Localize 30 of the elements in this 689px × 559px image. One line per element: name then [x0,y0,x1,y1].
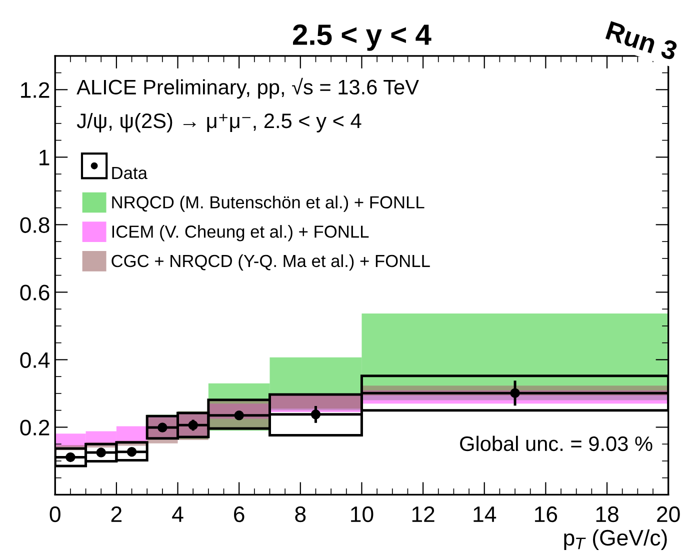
y-tick-label: 1 [40,150,50,166]
legend-label: Data [112,167,148,180]
annotation: Global unc. = 9.03 % [460,436,652,452]
x-tick-label: 16 [535,506,558,522]
y-tick-label: 0.2 [20,420,50,436]
x-tick-label: 2 [111,506,122,522]
y-tick-label: 0.4 [20,352,50,368]
x-tick-label: 14 [474,506,496,522]
point [510,388,520,398]
legend-label: CGC + NRQCD (Y-Q. Ma et al.) + FONLL [112,254,430,271]
y-tick-label: 0.8 [20,217,50,233]
x-tick-label: 18 [596,506,618,522]
annotation: Run 3 [605,20,678,61]
x-tick-label: 8 [295,506,306,522]
x-tick-label: 10 [351,506,374,522]
annotation: ALICE Preliminary, pp, √s = 13.6 TeV [76,78,419,99]
x-tick-label: 6 [234,506,244,522]
point [310,410,321,420]
x-tick-label: 12 [412,506,434,522]
y-tick-label: 1.2 [21,82,50,98]
x-tick-label: 4 [172,506,184,522]
chart-title: 2.5 < y < 4 [293,24,432,51]
legend-label: NRQCD (M. Butenschön et al.) + FONLL [112,196,424,212]
annotation: J/ψ, ψ(2S) → μ⁺μ⁻, 2.5 < y < 4 [76,112,362,132]
point [234,410,244,420]
y-tick-label: 0.6 [20,284,50,300]
legend-label: ICEM (V. Cheung et al.) + FONLL [112,225,369,242]
x-tick-label: 20 [657,506,680,522]
x-axis-title: p$_{T}$ (GeV/c) [564,529,667,550]
x-tick-label: 0 [50,506,60,522]
